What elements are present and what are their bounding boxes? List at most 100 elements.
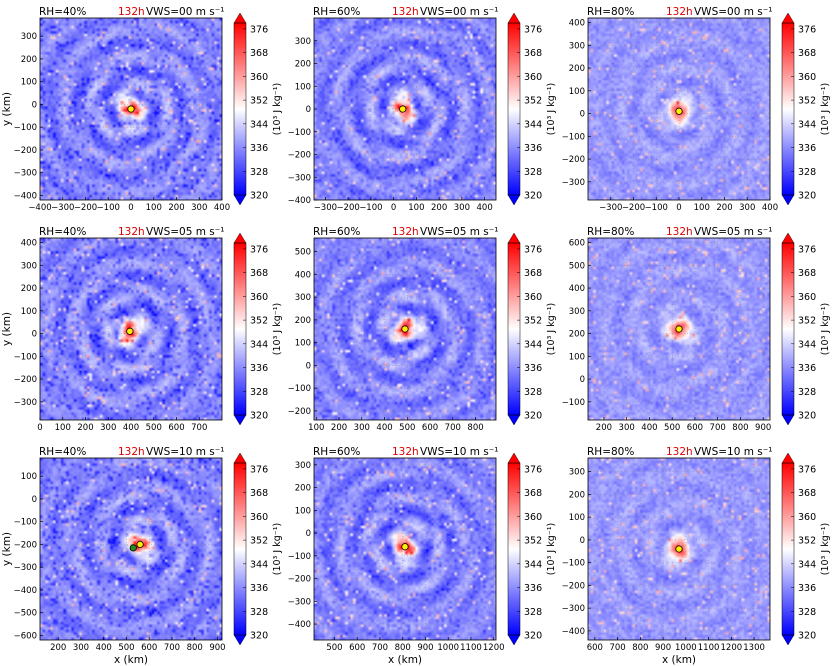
x-tick-label: 400: [762, 203, 778, 213]
x-tick-label: 600: [168, 423, 184, 433]
colorbar-tick-label: 376: [250, 464, 268, 475]
x-axis-label: x (km): [662, 654, 696, 666]
x-tick-label: 900: [755, 423, 771, 433]
colorbar-tick-label: 328: [524, 607, 542, 618]
colorbar-tick-label: 376: [250, 244, 268, 255]
x-tick-label: −400: [28, 203, 51, 213]
x-tick-label: 200: [716, 203, 732, 213]
y-tick-label: −200: [14, 540, 37, 550]
x-tick-label: 200: [168, 203, 184, 213]
colorbar-extend-max: [507, 12, 521, 24]
y-tick-label: −300: [562, 604, 585, 614]
x-tick-label: −200: [622, 203, 645, 213]
storm-center-marker: [127, 105, 135, 113]
colorbar-frame: [507, 22, 521, 196]
y-tick-label: 100: [569, 513, 585, 523]
x-tick-label: 200: [50, 643, 66, 653]
x-tick-label: 0: [37, 423, 42, 433]
colorbar-tick-label: 360: [250, 72, 268, 83]
colorbar-tick-label: 352: [524, 96, 542, 107]
panel-vws-label: VWS=05 m s⁻¹: [420, 226, 499, 238]
panel-1-2: −300 −200 −100 0 100 200 300 400−400−300−200−10…: [288, 6, 557, 213]
x-tick-label: 300: [100, 423, 116, 433]
colorbar-label: (10³ J kg⁻¹): [820, 83, 831, 136]
x-tick-label: 200: [331, 423, 347, 433]
y-tick-label: −100: [288, 384, 311, 394]
colorbar-tick-label: 368: [798, 48, 816, 59]
x-tick-label: 800: [467, 423, 483, 433]
colorbar-tick-label: 376: [798, 24, 816, 35]
colorbar-tick-label: 320: [798, 191, 816, 202]
y-tick-label: 100: [295, 339, 311, 349]
colorbar: 376 368 360 352 344 336 328 320 (10³ J kg⁻¹): [233, 232, 283, 426]
y-tick-label: 500: [295, 248, 311, 258]
y-axis-label: y (km): [1, 532, 13, 566]
x-tick-label: 600: [349, 643, 365, 653]
colorbar-tick-label: 352: [798, 536, 816, 547]
colorbar-tick-label: 352: [250, 316, 268, 327]
panel-3-3: 600 700 800 900 1000 1100 1200 1300−400−300−200…: [562, 446, 831, 666]
x-tick-label: 700: [164, 643, 180, 653]
colorbar: 376 368 360 352 344 336 328 320 (10³ J kg⁻¹): [507, 12, 557, 206]
y-tick-label: 100: [569, 87, 585, 97]
y-tick-label: 500: [569, 261, 585, 271]
x-axis-label: x (km): [388, 654, 422, 666]
x-tick-label: 100: [146, 203, 162, 213]
y-tick-label: 400: [569, 19, 585, 29]
colorbar-tick-label: 320: [524, 191, 542, 202]
y-tick-label: −200: [562, 581, 585, 591]
x-tick-label: 300: [73, 643, 89, 653]
colorbar-extend-max: [233, 232, 247, 244]
colorbar-extend-max: [507, 232, 521, 244]
colorbar-frame: [507, 462, 521, 636]
colorbar: 376 368 360 352 344 336 328 320 (10³ J kg⁻¹): [507, 452, 557, 646]
colorbar-tick-label: 376: [524, 464, 542, 475]
x-tick-label: −100: [97, 203, 120, 213]
colorbar-tick-label: 344: [524, 119, 542, 130]
colorbar-tick-label: 352: [798, 96, 816, 107]
x-tick-label: 700: [609, 643, 625, 653]
y-tick-label: 400: [295, 270, 311, 280]
y-tick-label: −300: [14, 169, 37, 179]
panel-time-label: 132h: [392, 226, 419, 238]
colorbar-tick-label: 336: [524, 583, 542, 594]
y-tick-label: 200: [21, 55, 37, 65]
x-tick-label: 600: [587, 643, 603, 653]
y-tick-label: 100: [21, 472, 37, 482]
colorbar-tick-label: 376: [798, 464, 816, 475]
colorbar-tick-label: 360: [250, 512, 268, 523]
colorbar: 376 368 360 352 344 336 328 320 (10³ J kg⁻¹): [781, 232, 831, 426]
colorbar-label: (10³ J kg⁻¹): [272, 523, 283, 576]
y-tick-label: 0: [306, 529, 311, 539]
colorbar-tick-label: 344: [250, 339, 268, 350]
y-tick-label: 0: [32, 330, 37, 340]
x-tick-label: 900: [417, 643, 433, 653]
y-tick-label: 300: [21, 261, 37, 271]
x-tick-label: 1200: [721, 643, 743, 653]
colorbar-tick-label: 368: [798, 268, 816, 279]
plot-frame: [313, 457, 497, 641]
storm-center-marker: [675, 545, 683, 553]
colorbar-tick-label: 344: [798, 119, 816, 130]
panel-vws-label: VWS=05 m s⁻¹: [146, 226, 225, 238]
y-tick-label: 200: [569, 490, 585, 500]
colorbar-tick-label: 336: [250, 583, 268, 594]
colorbar-tick-label: 360: [798, 72, 816, 83]
panel-vws-label: VWS=00 m s⁻¹: [694, 6, 773, 18]
y-tick-label: 200: [569, 330, 585, 340]
y-tick-label: −200: [14, 375, 37, 385]
y-tick-label: 0: [32, 495, 37, 505]
y-tick-label: 100: [21, 307, 37, 317]
colorbar-tick-label: 376: [524, 24, 542, 35]
plot-frame: [587, 457, 771, 641]
y-tick-label: −300: [288, 597, 311, 607]
storm-center-marker: [401, 325, 409, 333]
panel-time-label: 132h: [666, 6, 693, 18]
x-tick-label: 0: [128, 203, 133, 213]
colorbar-extend-max: [781, 232, 795, 244]
colorbar-tick-label: 336: [250, 143, 268, 154]
y-tick-label: −100: [562, 398, 585, 408]
colorbar-frame: [233, 462, 247, 636]
x-tick-label: −300: [599, 203, 622, 213]
colorbar-frame: [233, 22, 247, 196]
